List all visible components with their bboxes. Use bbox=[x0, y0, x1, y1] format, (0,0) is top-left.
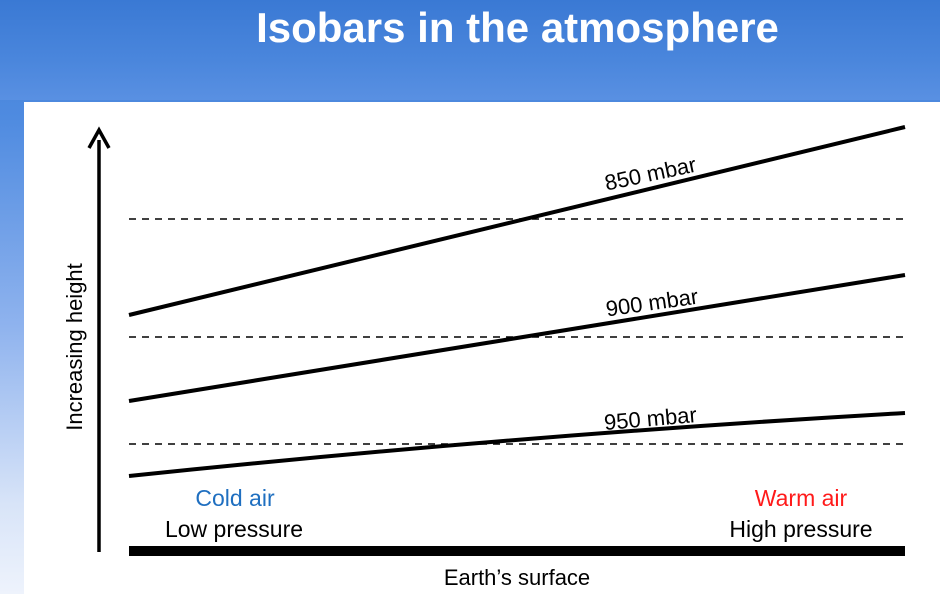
isobar-line-900 bbox=[128, 273, 906, 403]
slide-title: Isobars in the atmosphere bbox=[256, 4, 779, 51]
high-pressure-label: High pressure bbox=[729, 516, 872, 542]
isobar-line-950 bbox=[128, 411, 906, 478]
isobar-line-850 bbox=[128, 125, 906, 317]
y-axis-label: Increasing height bbox=[62, 263, 87, 431]
title-band bbox=[0, 0, 940, 100]
isobar-label-950: 950 mbar bbox=[603, 402, 698, 435]
earth-surface-bar bbox=[129, 546, 905, 556]
low-pressure-label: Low pressure bbox=[165, 516, 303, 542]
diagram-panel bbox=[24, 102, 940, 594]
cold-air-label: Cold air bbox=[195, 485, 275, 511]
warm-air-label: Warm air bbox=[755, 485, 848, 511]
height-axis-arrowhead bbox=[87, 126, 111, 149]
earth-surface-label: Earth’s surface bbox=[444, 565, 590, 590]
